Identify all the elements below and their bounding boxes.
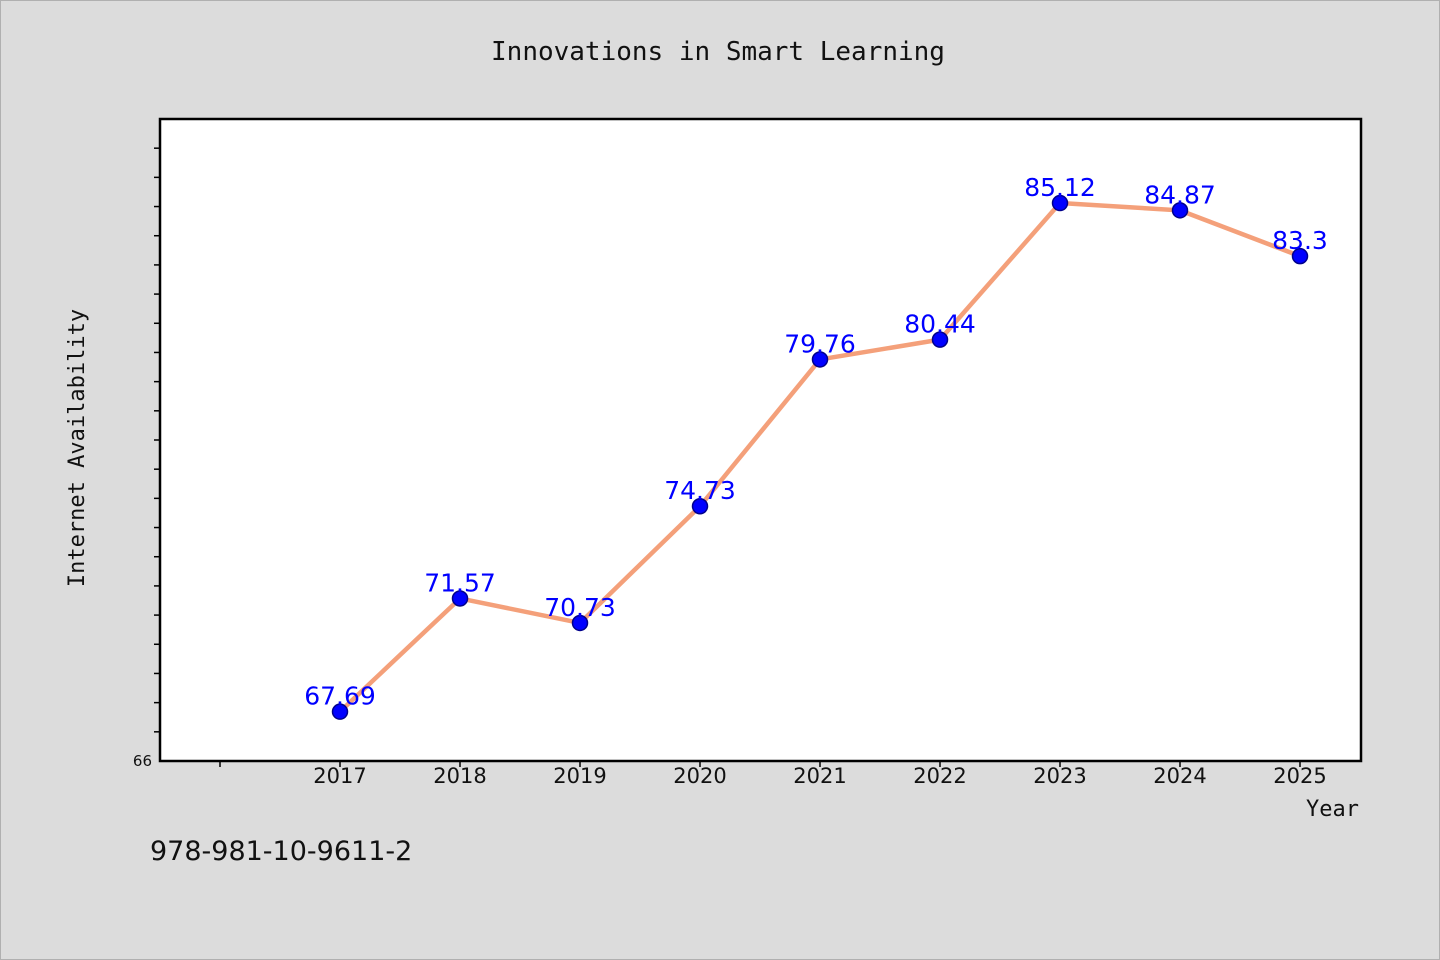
data-label: 83.3 <box>1272 226 1328 255</box>
y-axis-label: Internet Availability <box>65 309 90 587</box>
series-group <box>331 194 1309 720</box>
data-label: 84.87 <box>1144 180 1216 209</box>
footnote-isbn: 978-981-10-9611-2 <box>150 836 413 867</box>
x-tick-label: 2022 <box>913 764 966 788</box>
x-tick-label: 2020 <box>673 764 726 788</box>
x-tick-label: 2021 <box>793 764 846 788</box>
data-point <box>451 590 469 607</box>
x-tick-label: 2023 <box>1033 764 1086 788</box>
x-tick-label: 2019 <box>553 764 606 788</box>
data-point <box>1171 202 1189 219</box>
data-point <box>1051 194 1069 212</box>
data-point <box>331 703 349 720</box>
data-point <box>811 351 829 368</box>
x-axis-label: Year <box>1306 797 1359 822</box>
data-label: 79.76 <box>784 329 856 358</box>
data-point <box>931 331 949 348</box>
data-label: 70.73 <box>544 593 616 622</box>
data-point <box>1291 247 1309 265</box>
plot-area <box>160 119 1361 761</box>
chart-title: Innovations in Smart Learning <box>491 37 945 67</box>
y-axis-ticks: 66 <box>133 147 160 770</box>
x-tick-label: 2024 <box>1153 764 1206 788</box>
data-point <box>571 614 589 632</box>
data-label: 80.44 <box>904 310 976 339</box>
plot-border <box>158 117 1363 763</box>
data-label: 74.73 <box>664 476 736 505</box>
data-label: 71.57 <box>424 568 496 597</box>
x-tick-label: 2025 <box>1273 764 1326 788</box>
data-label: 85.12 <box>1024 173 1096 202</box>
data-labels-group: 67.69 71.57 70.73 74.73 79.76 80.44 85.12 84.87… <box>304 173 1328 711</box>
x-axis-ticks: 2017 2018 2019 2020 2021 2022 2023 2024 2025 <box>219 761 1327 788</box>
y-tick-label: 66 <box>133 752 152 770</box>
x-tick-label: 2017 <box>313 764 366 788</box>
x-tick-label: 2018 <box>433 764 486 788</box>
data-label: 67.69 <box>304 682 376 711</box>
data-point <box>691 497 709 515</box>
